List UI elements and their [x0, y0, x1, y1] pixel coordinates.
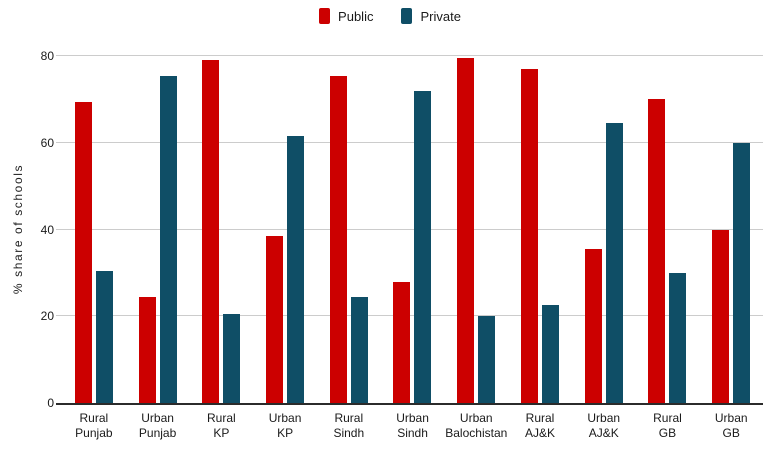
bar-group-urban-balochistan	[457, 56, 496, 403]
y-tick-label-0: 0	[47, 396, 54, 410]
legend-item-private: Private	[401, 8, 461, 24]
public-legend-swatch-icon	[319, 8, 331, 24]
private-legend-swatch-icon	[401, 8, 413, 24]
y-tick-label-60: 60	[40, 135, 54, 150]
bar-private-rural-kp	[223, 314, 241, 403]
legend-item-public: Public	[319, 8, 373, 24]
gridline-80	[62, 55, 763, 56]
bar-public-urban-aj-k	[584, 249, 602, 403]
bar-public-rural-punjab	[74, 101, 92, 403]
bar-private-urban-gb	[733, 142, 751, 403]
bar-private-urban-kp	[287, 136, 305, 403]
bar-private-urban-sindh	[414, 90, 432, 403]
bar-public-urban-punjab	[138, 296, 156, 403]
bar-private-urban-punjab	[159, 75, 177, 403]
y-tick-label-40: 40	[40, 222, 54, 237]
bar-group-rural-gb	[648, 56, 687, 403]
gridline-60	[62, 141, 763, 143]
x-axis-labels: Rural Punjab Urban Punjab Rural KP Urban KP Rura…	[62, 411, 763, 441]
x-axis-label-urban-aj-k: Urban AJ&K	[587, 411, 621, 440]
bar-public-urban-balochistan	[457, 58, 475, 403]
x-axis-label-urban-sindh: Urban Sindh	[396, 411, 429, 440]
x-axis-label-rural-gb: Rural GB	[653, 411, 682, 440]
x-axis-label-rural-sindh: Rural Sindh	[333, 411, 365, 440]
bar-private-rural-sindh	[350, 296, 368, 403]
bar-group-rural-punjab	[74, 56, 113, 403]
gridline-20	[62, 315, 763, 317]
bar-group-urban-gb	[712, 56, 751, 403]
bar-group-urban-sindh	[393, 56, 432, 403]
bar-group-rural-kp	[202, 56, 241, 403]
bar-group-urban-punjab	[138, 56, 177, 403]
y-tick-mark-40	[56, 228, 62, 230]
bar-private-rural-aj-k	[541, 305, 559, 403]
bar-public-urban-gb	[712, 229, 730, 403]
x-axis-label-rural-kp: Rural KP	[206, 411, 236, 440]
chart-legend: Public Private	[0, 8, 780, 24]
bar-groups	[62, 56, 763, 403]
x-axis-label-urban-balochistan: Urban Balochistan	[445, 411, 508, 440]
bar-public-urban-sindh	[393, 281, 411, 403]
x-axis-label-rural-punjab: Rural Punjab	[75, 411, 113, 440]
bar-group-rural-aj-k	[520, 56, 559, 403]
bar-public-rural-kp	[202, 60, 220, 403]
x-axis-label-urban-kp: Urban KP	[268, 411, 302, 440]
legend-label-private: Private	[420, 8, 461, 24]
bar-public-rural-gb	[648, 99, 666, 403]
y-tick-mark-0	[56, 403, 62, 405]
bar-public-rural-sindh	[329, 75, 347, 403]
y-tick-mark-20	[56, 315, 62, 317]
x-axis-label-urban-punjab: Urban Punjab	[138, 411, 177, 440]
bar-private-rural-punjab	[95, 270, 113, 403]
bar-private-rural-gb	[669, 272, 687, 403]
x-axis-label-urban-gb: Urban GB	[714, 411, 748, 440]
x-axis-label-rural-aj-k: Rural AJ&K	[525, 411, 556, 440]
bar-group-urban-aj-k	[584, 56, 623, 403]
bar-public-urban-kp	[266, 236, 284, 403]
y-tick-mark-80	[56, 55, 62, 56]
y-tick-label-20: 20	[40, 309, 54, 324]
y-tick-label-80: 80	[40, 49, 54, 63]
bar-public-rural-aj-k	[520, 69, 538, 403]
plot-area	[56, 55, 763, 405]
legend-label-public: Public	[338, 8, 374, 24]
bar-private-urban-aj-k	[605, 123, 623, 403]
gridline-40	[62, 228, 763, 230]
bar-group-urban-kp	[266, 56, 305, 403]
y-tick-mark-60	[56, 141, 62, 143]
bar-group-rural-sindh	[329, 56, 368, 403]
bar-private-urban-balochistan	[478, 316, 496, 403]
